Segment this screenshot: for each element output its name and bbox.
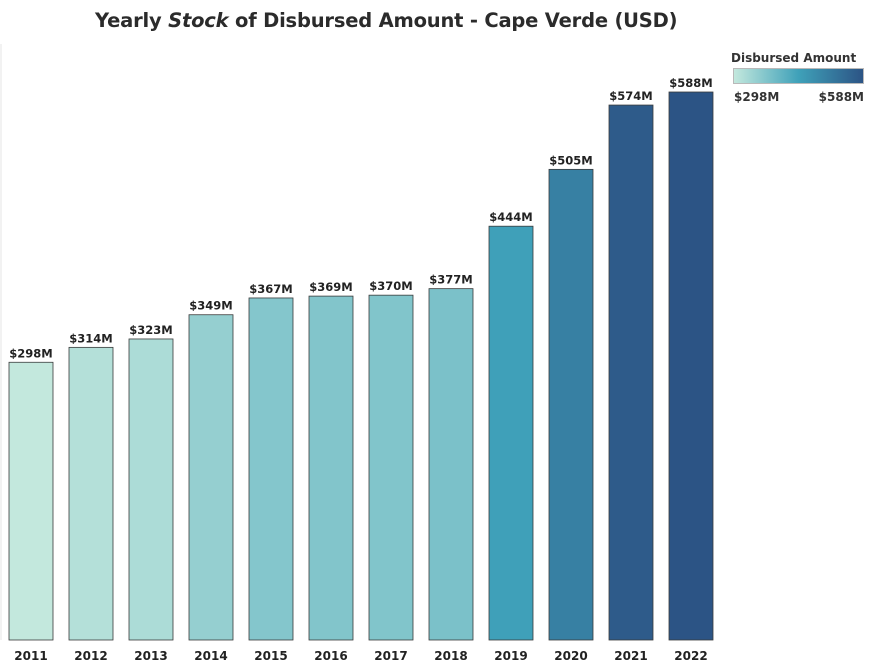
bar-2014[interactable]: [188, 314, 234, 641]
x-tick-2017: 2017: [374, 649, 407, 663]
bar-2013[interactable]: [128, 338, 174, 641]
data-label-2017: $370M: [369, 279, 412, 293]
x-tick-2015: 2015: [254, 649, 287, 663]
legend-title: Disbursed Amount: [731, 51, 857, 65]
data-label-2021: $574M: [609, 89, 652, 103]
legend-max-label: $588M: [818, 90, 864, 104]
data-label-2018: $377M: [429, 273, 472, 287]
chart-title: Yearly Stock of Disbursed Amount - Cape …: [95, 9, 678, 32]
x-tick-2022: 2022: [674, 649, 707, 663]
x-tick-2020: 2020: [554, 649, 587, 663]
bar-2011[interactable]: [8, 361, 54, 641]
bar-2019[interactable]: [488, 225, 534, 641]
x-tick-2018: 2018: [434, 649, 467, 663]
x-tick-2014: 2014: [194, 649, 227, 663]
data-label-2016: $369M: [309, 280, 352, 294]
data-label-2013: $323M: [129, 323, 172, 337]
data-label-2011: $298M: [9, 346, 52, 360]
data-label-2019: $444M: [489, 210, 532, 224]
bar-2022[interactable]: [668, 91, 714, 641]
x-tick-2012: 2012: [74, 649, 107, 663]
bar-2021[interactable]: [608, 104, 654, 641]
bar-2020[interactable]: [548, 168, 594, 641]
data-label-2020: $505M: [549, 153, 592, 167]
legend-color-ramp: [733, 68, 864, 84]
data-label-2012: $314M: [69, 331, 112, 345]
data-label-2015: $367M: [249, 282, 292, 296]
data-label-2014: $349M: [189, 299, 232, 313]
x-tick-2016: 2016: [314, 649, 347, 663]
x-tick-2019: 2019: [494, 649, 527, 663]
bar-2018[interactable]: [428, 288, 474, 641]
legend-min-label: $298M: [734, 90, 780, 104]
bars-group: [8, 91, 714, 641]
data-labels-group: $298M $314M $323M $349M $367M $369M $370M $377M…: [9, 76, 712, 360]
x-tick-labels-group: 2011 2012 2013 2014 2015 2016 2017 2018 2019 2020…: [14, 649, 707, 663]
bar-2016[interactable]: [308, 295, 354, 641]
x-tick-2013: 2013: [134, 649, 167, 663]
data-label-2022: $588M: [669, 76, 712, 90]
bar-2012[interactable]: [68, 346, 114, 641]
bar-2015[interactable]: [248, 297, 294, 641]
x-tick-2011: 2011: [14, 649, 47, 663]
x-tick-2021: 2021: [614, 649, 647, 663]
bar-2017[interactable]: [368, 294, 414, 641]
